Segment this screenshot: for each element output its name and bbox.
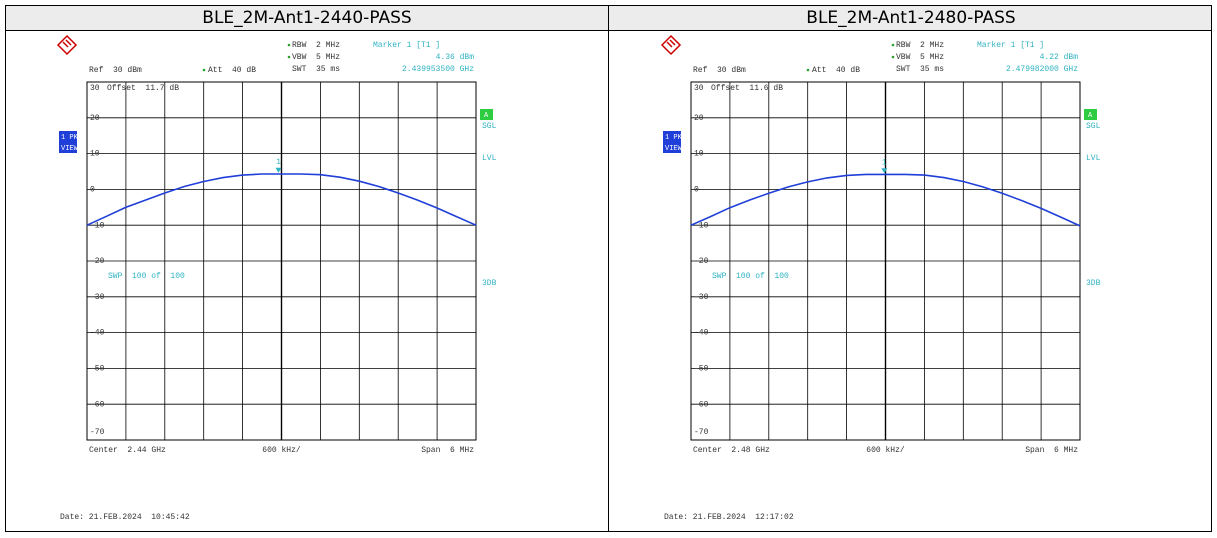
marker-frequency: 2.479982000 GHz [1006,65,1078,74]
y-tick-label: -20 [694,257,709,266]
y-tick-label: 20 [90,114,100,123]
reference-level: Ref 30 dBm [693,66,746,75]
indicator: SGL [1086,122,1101,131]
rbw: RBW 2 MHz [292,41,340,50]
coupled-dot [891,43,895,47]
panel-title: BLE_2M-Ant1-2440-PASS [202,8,411,28]
indicator: LVL [482,154,497,163]
indicator-box [480,109,493,120]
rbw: RBW 2 MHz [896,41,944,50]
y-tick-label: -30 [694,293,709,302]
sweep: SWP 100 of 100 [108,272,185,281]
offset: Offset 11.7 dB [107,84,179,93]
marker [275,167,282,173]
marker-name: 1 [276,158,281,167]
y-tick-label: 0 [694,186,699,195]
date: Date: 21.FEB.2024 10:45:42 [60,513,190,522]
indicator: SGL [482,122,497,131]
division: 600 kHz/ [866,446,905,455]
trace-box [663,131,681,153]
y-tick-label: -20 [90,257,105,266]
indicator: A [484,112,489,120]
y-tick-label: -70 [694,428,709,437]
offset: Offset 11.6 dB [711,84,783,93]
marker [881,168,888,174]
coupled-dot [287,43,291,47]
coupled-dot [891,55,895,59]
indicator: 3DB [482,279,497,288]
attenuation: Att 40 dB [208,66,256,75]
center-frequency: Center 2.44 GHz [89,446,166,455]
marker-name: 1 [882,158,887,167]
indicator-box [1084,109,1097,120]
panel-title: BLE_2M-Ant1-2480-PASS [806,8,1015,28]
logo-mark [666,39,676,48]
logo-mark [62,39,72,48]
y-tick-label: -50 [694,365,709,374]
trace-mode: VIEW [665,145,683,153]
trace-mode: VIEW [61,145,79,153]
att-dot [202,68,206,72]
swt: SWT 35 ms [896,65,944,74]
swt: SWT 35 ms [292,65,340,74]
marker-header: Marker 1 [T1 ] [373,41,440,50]
indicator: 3DB [1086,279,1101,288]
trace-box [59,131,77,153]
marker-value: 4.22 dBm [1040,53,1079,62]
span: Span 6 MHz [421,446,474,455]
marker-header: Marker 1 [T1 ] [977,41,1044,50]
reference-level: Ref 30 dBm [89,66,142,75]
date: Date: 21.FEB.2024 12:17:02 [664,513,794,522]
sweep: SWP 100 of 100 [712,272,789,281]
trace-name: 1 PK [665,134,683,142]
division: 600 kHz/ [262,446,301,455]
att-dot [806,68,810,72]
span: Span 6 MHz [1025,446,1078,455]
trace [690,173,1081,227]
indicator: LVL [1086,154,1101,163]
marker-frequency: 2.439953500 GHz [402,65,474,74]
y-tick-label: 0 [90,186,95,195]
y-tick-label: -60 [90,400,105,409]
trace-name: 1 PK [61,134,79,142]
y-tick-label: 10 [694,150,704,159]
y-tick-label: -10 [694,221,709,230]
center-frequency: Center 2.48 GHz [693,446,770,455]
y-tick-label: 20 [694,114,704,123]
y-tick-label: 30 [90,84,100,93]
indicator: A [1088,112,1093,120]
y-tick-label: -50 [90,365,105,374]
y-tick-label: 30 [694,84,704,93]
trace [86,173,477,226]
y-tick-label: -70 [90,428,105,437]
y-tick-label: -60 [694,400,709,409]
vbw: VBW 5 MHz [292,53,340,62]
y-tick-label: -10 [90,221,105,230]
y-tick-label: -30 [90,293,105,302]
vbw: VBW 5 MHz [896,53,944,62]
coupled-dot [287,55,291,59]
y-tick-label: -40 [694,329,709,338]
y-tick-label: -40 [90,329,105,338]
marker-value: 4.36 dBm [436,53,475,62]
y-tick-label: 10 [90,150,100,159]
attenuation: Att 40 dB [812,66,860,75]
